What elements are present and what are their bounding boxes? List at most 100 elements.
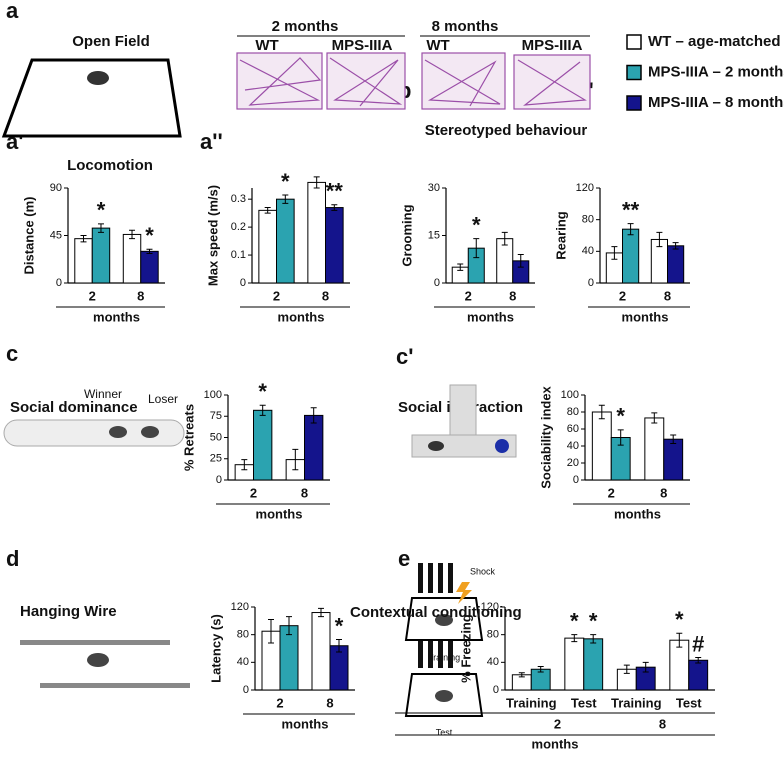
y-tick-label: 120 <box>576 182 594 194</box>
x-axis-label: months <box>278 309 325 324</box>
error-bar <box>129 229 136 240</box>
panel-letter: c <box>6 341 18 366</box>
y-tick-label: 45 <box>50 229 62 241</box>
y-tick-label: 0 <box>493 684 499 696</box>
legend-label: MPS-IIIA – 8 months <box>648 94 784 111</box>
significance-mark: * <box>335 613 344 638</box>
x-axis-label: months <box>532 736 579 751</box>
significance-mark: * <box>281 169 290 194</box>
error-bar <box>501 231 508 246</box>
error-bar <box>473 238 480 259</box>
y-tick-label: 0 <box>240 277 246 289</box>
significance-mark: * <box>616 404 625 429</box>
y-tick-label: 0.1 <box>231 249 246 261</box>
y-tick-label: 30 <box>428 182 440 194</box>
error-bar <box>695 656 702 664</box>
x-tick-label: Training <box>611 695 662 710</box>
error-bar <box>676 632 683 648</box>
panel-letter: d <box>6 546 19 571</box>
bar <box>122 233 142 284</box>
arena-arm <box>411 434 517 458</box>
y-tick-label: 120 <box>481 601 499 613</box>
mouse-icon <box>87 71 109 85</box>
chart-title: Locomotion <box>67 157 153 174</box>
illustration-label: Loser <box>148 392 178 406</box>
y-axis-label: Grooming <box>399 204 414 266</box>
track-label: WT <box>426 37 449 54</box>
error-bar <box>282 194 289 204</box>
error-bar <box>336 639 342 653</box>
error-bar <box>268 618 274 644</box>
x-tick-label: 8 <box>326 695 333 710</box>
track-header: 8 months <box>432 18 499 35</box>
panel-title: Social dominance <box>10 399 138 416</box>
wire <box>40 683 190 688</box>
y-tick-label: 0.2 <box>231 221 246 233</box>
significance-mark: * <box>675 607 684 632</box>
y-axis-label: Latency (s) <box>208 614 223 683</box>
arena-arm <box>449 384 477 436</box>
error-bar <box>518 672 525 678</box>
arena <box>1 58 182 138</box>
significance-mark: ** <box>326 179 344 204</box>
y-tick-label: 75 <box>210 410 222 422</box>
x-tick-label: 2 <box>276 695 283 710</box>
y-tick-label: 80 <box>237 629 249 641</box>
error-bar <box>617 429 624 446</box>
x-tick-label: Test <box>676 695 702 710</box>
track-label: MPS-IIIA <box>522 37 583 54</box>
error-bar <box>590 634 597 644</box>
x-axis-label: months <box>614 506 661 521</box>
panel-letter: c' <box>396 344 413 369</box>
track-label: WT <box>255 37 278 54</box>
y-tick-label: 40 <box>237 656 249 668</box>
y-tick-label: 0 <box>243 684 249 696</box>
open-field-label: Open Field <box>72 33 150 50</box>
bar <box>307 181 326 284</box>
mouse-icon <box>87 653 109 667</box>
chart-title: Contextual conditioning <box>350 604 522 621</box>
legend-label: MPS-IIIA – 2 months <box>648 63 784 80</box>
bar <box>663 438 684 481</box>
error-bar <box>331 204 338 211</box>
illustration-label: Test <box>436 727 453 737</box>
bar <box>583 638 604 691</box>
y-tick-label: 90 <box>50 182 62 194</box>
x-tick-label: 8 <box>660 485 667 500</box>
illustration-label: Winner <box>84 387 122 401</box>
bar <box>622 228 640 284</box>
y-tick-label: 25 <box>210 453 222 465</box>
error-bar <box>318 607 324 618</box>
x-tick-label: 8 <box>137 288 144 303</box>
significance-mark: * <box>570 608 579 633</box>
y-tick-label: 80 <box>582 214 594 226</box>
group-label: 2 <box>554 716 561 731</box>
legend-swatch <box>626 95 642 111</box>
error-bar <box>259 404 266 416</box>
bars-icon <box>418 563 453 668</box>
object-icon <box>495 439 509 453</box>
significance-mark: * <box>258 379 267 404</box>
x-tick-label: Training <box>506 695 557 710</box>
error-bar <box>611 246 618 260</box>
x-tick-label: 2 <box>619 288 626 303</box>
illustration-label: Training <box>428 652 460 662</box>
y-tick-label: 0.3 <box>231 193 246 205</box>
panel-letter: e <box>398 546 410 571</box>
significance-mark: ** <box>622 197 640 222</box>
error-bar <box>457 263 464 271</box>
significance-mark: * <box>589 608 598 633</box>
y-tick-label: 100 <box>204 389 222 401</box>
y-tick-label: 50 <box>210 431 222 443</box>
error-bar <box>656 231 663 248</box>
x-axis-label: months <box>256 506 303 521</box>
bar <box>564 637 585 691</box>
significance-mark: * <box>145 223 154 248</box>
x-tick-label: 2 <box>273 288 280 303</box>
bar <box>591 411 612 481</box>
wire <box>20 640 170 645</box>
bar <box>276 198 295 284</box>
y-tick-label: 40 <box>487 656 499 668</box>
y-tick-label: 0 <box>434 277 440 289</box>
